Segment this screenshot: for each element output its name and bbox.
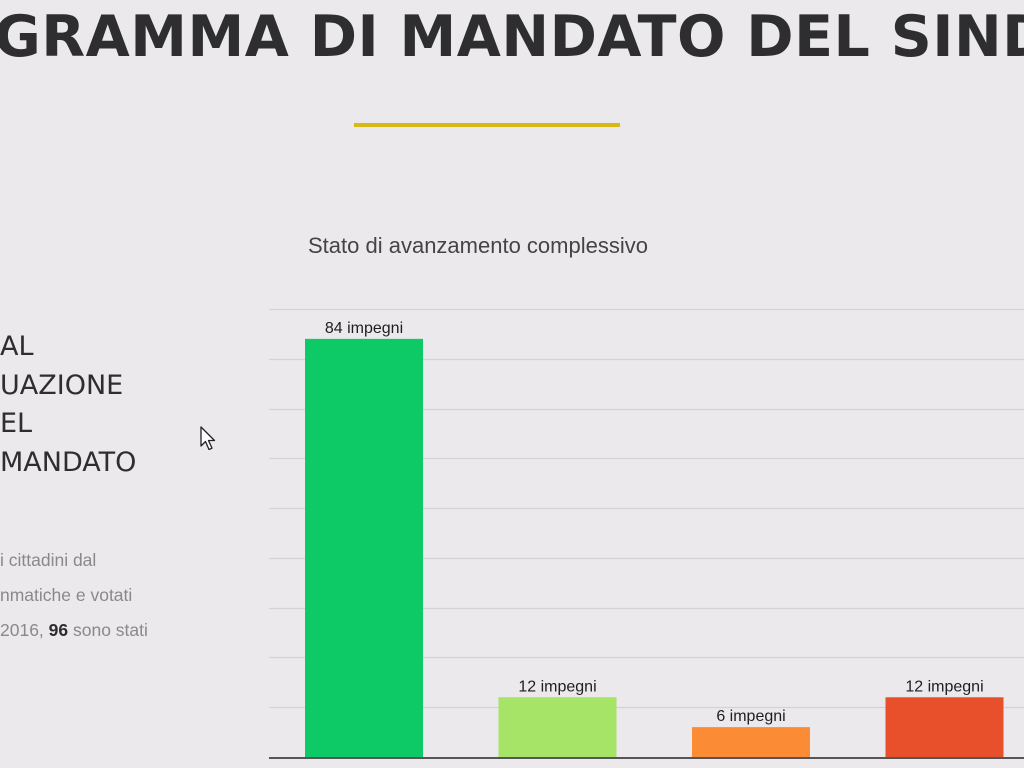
section-heading-line: EL bbox=[0, 408, 33, 439]
bar-data-label: 84 impegni bbox=[325, 320, 403, 337]
bar bbox=[885, 697, 1004, 757]
section-heading-line: UAZIONE bbox=[0, 369, 124, 401]
title-underline bbox=[354, 123, 620, 127]
body-line: nmatiche e votati bbox=[0, 585, 133, 605]
section-heading: AL UAZIONE EL MANDATO bbox=[0, 328, 136, 482]
body-line: i cittadini dal bbox=[0, 550, 97, 570]
page-title: GRAMMA DI MANDATO DEL SINDA bbox=[0, 4, 1024, 70]
body-text: sono stati bbox=[68, 620, 148, 640]
section-heading-line: MANDATO bbox=[0, 446, 137, 478]
body-highlight-number: 96 bbox=[48, 620, 69, 640]
bar-data-label: 12 impegni bbox=[905, 678, 983, 695]
chart-title: Stato di avanzamento complessivo bbox=[308, 233, 648, 258]
bar-data-label: 12 impegni bbox=[518, 678, 596, 695]
body-line: 2016, 96 sono stati bbox=[0, 613, 148, 648]
body-text: 2016, bbox=[0, 620, 49, 640]
bar bbox=[498, 697, 617, 757]
bar bbox=[692, 727, 810, 757]
section-heading-line: AL bbox=[0, 331, 34, 362]
chart-bars bbox=[305, 338, 1004, 757]
section-body-text: i cittadini dal nmatiche e votati 2016, … bbox=[0, 543, 148, 648]
mouse-pointer-icon bbox=[200, 426, 216, 451]
bar-data-label: 6 impegni bbox=[716, 708, 785, 725]
chart-data-labels: 84 impegni 12 impegni 6 impegni 12 impegni bbox=[325, 320, 984, 725]
bar bbox=[305, 338, 423, 757]
